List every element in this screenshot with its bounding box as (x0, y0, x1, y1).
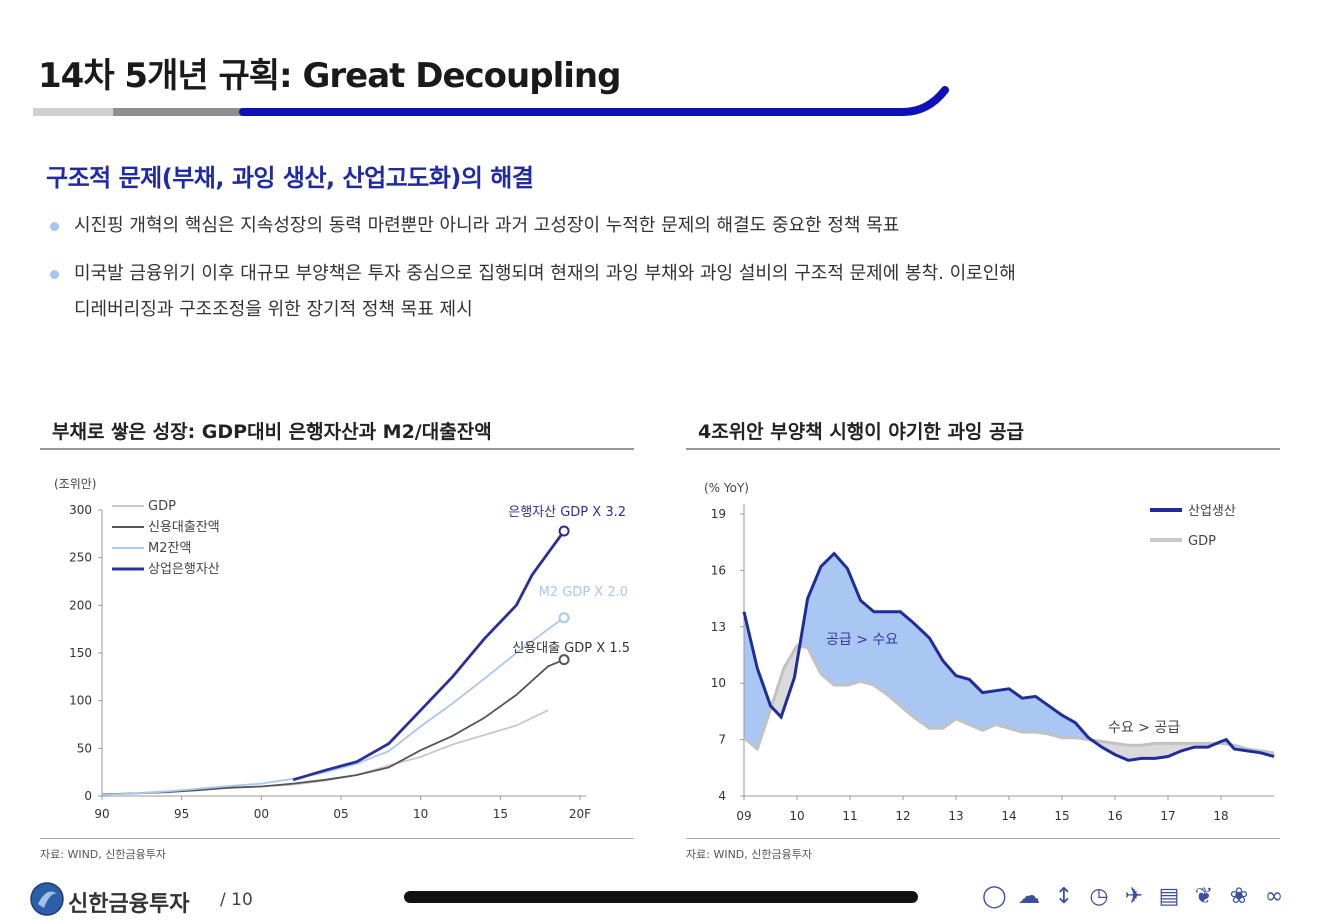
y-tick-label: 250 (69, 551, 92, 565)
y-tick-label: 150 (69, 646, 92, 660)
oversupply-annotation: 공급 > 수요 (826, 632, 898, 648)
y-tick-label: 16 (711, 563, 726, 577)
x-tick-label: 09 (736, 809, 751, 823)
x-tick-label: 95 (174, 807, 189, 821)
series-line-상업은행자산 (292, 530, 566, 782)
thermometer-icon: ↕ (1054, 884, 1074, 909)
cloud-icon: ☁ (1018, 884, 1040, 909)
y-tick-label: 300 (69, 503, 92, 517)
loans-annotation: 신용대출 GDP X 1.5 (512, 641, 630, 656)
x-tick-label: 05 (333, 807, 348, 821)
x-tick-label: 15 (1054, 809, 1069, 823)
series-line-GDP (743, 643, 1275, 755)
y-axis-unit: (조위안) (54, 477, 96, 491)
clock-icon: ◷ (1089, 884, 1109, 909)
section-subtitle: 구조적 문제(부채, 과잉 생산, 산업고도화)의 해결 (46, 164, 534, 192)
y-tick-label: 100 (69, 694, 92, 708)
end-marker (558, 654, 570, 666)
m2-annotation: M2 GDP X 2.0 (539, 585, 628, 600)
y-tick-label: 0 (84, 789, 92, 803)
x-tick-label: 15 (493, 807, 508, 821)
x-tick-label: 18 (1213, 809, 1228, 823)
bullet-dot (50, 270, 59, 279)
bank-assets-annotation: 은행자산 GDP X 3.2 (508, 504, 626, 520)
right-chart-bottom-rule (686, 838, 1280, 839)
right-chart-title: 4조위안 부양책 시행이 야기한 과잉 공급 (698, 421, 1024, 443)
end-marker (558, 612, 570, 624)
end-marker (558, 525, 570, 537)
lightbulb-icon: ◯ (982, 884, 1007, 909)
y-tick-label: 200 (69, 598, 92, 612)
legend-label: 신용대출잔액 (148, 520, 220, 535)
page-title: 14차 5개년 규획: Great Decoupling (38, 56, 621, 96)
x-tick-label: 13 (948, 809, 963, 823)
series-line-GDP (101, 709, 549, 796)
x-tick-label: 16 (1107, 809, 1122, 823)
bullet-text: 시진핑 개혁의 핵심은 지속성장의 동력 마련뿐만 아니라 과거 고성장이 누적… (74, 215, 900, 236)
x-tick-label: 20F (569, 807, 591, 821)
x-tick-label: 12 (895, 809, 910, 823)
bullet-text: 미국발 금융위기 이후 대규모 부양책은 투자 중심으로 집행되며 현재의 과잉… (74, 263, 1016, 284)
x-tick-label: 14 (1001, 809, 1016, 823)
airplane-icon: ✈ (1124, 884, 1144, 909)
y-tick-label: 50 (77, 741, 92, 755)
home-indicator-bar[interactable] (404, 891, 918, 903)
legend-label: GDP (148, 499, 176, 514)
legend-label: 상업은행자산 (148, 561, 220, 577)
x-tick-label: 17 (1160, 809, 1175, 823)
overdemand-annotation: 수요 > 공급 (1108, 720, 1180, 736)
right-chart-title-rule (686, 448, 1280, 450)
x-tick-label: 11 (842, 809, 857, 823)
footer-brand: 신한금융투자 (68, 892, 190, 917)
y-tick-label: 19 (711, 507, 726, 521)
title-underline (33, 86, 949, 116)
x-tick-label: 10 (789, 809, 804, 823)
y-axis-unit: (% YoY) (704, 481, 749, 495)
legend-label: 산업생산 (1188, 504, 1236, 519)
series-line-M2잔액 (101, 616, 565, 796)
right-chart-source: 자료: WIND, 신한금융투자 (686, 848, 812, 861)
left-chart-title-rule (40, 448, 634, 450)
left-chart-title: 부채로 쌓은 성장: GDP대비 은행자산과 M2/대출잔액 (52, 421, 492, 443)
x-tick-label: 00 (254, 807, 269, 821)
footer-icon-row: ◯ ☁ ↕ ◷ ✈ ▤ ❦ ❀ ∞ (982, 884, 1286, 910)
left-chart-bottom-rule (40, 838, 634, 839)
x-tick-label: 90 (94, 807, 109, 821)
y-tick-label: 4 (718, 789, 726, 803)
y-tick-label: 13 (711, 620, 726, 634)
left-chart-source: 자료: WIND, 신한금융투자 (40, 848, 166, 861)
brand-logo-icon (30, 882, 64, 916)
document-icon: ▤ (1158, 884, 1180, 909)
legend-label: GDP (1188, 534, 1216, 549)
bicycle-icon: ∞ (1264, 884, 1284, 909)
y-tick-label: 7 (718, 733, 726, 747)
flower-icon: ❀ (1229, 884, 1249, 909)
right-line-chart: (% YoY) 4 7 10 13 16 19 09 10 11 12 13 14 15 16 17 18 산업생… (704, 481, 1275, 823)
x-tick-label: 10 (413, 807, 428, 821)
series-line-산업생산 (742, 551, 1275, 762)
series-line-신용대출잔액 (101, 658, 565, 796)
bullet-text-continued: 디레버리징과 구조조정을 위한 장기적 정책 목표 제시 (74, 299, 473, 320)
page-number: / 10 (220, 890, 253, 910)
leaf-icon: ❦ (1194, 884, 1214, 909)
left-line-chart: (조위안) 0 50 100 150 200 250 300 90 95 00 05 10 15 20F GD… (54, 477, 630, 821)
y-tick-label: 10 (711, 676, 726, 690)
legend-label: M2잔액 (148, 541, 191, 556)
bullet-dot (50, 222, 59, 231)
